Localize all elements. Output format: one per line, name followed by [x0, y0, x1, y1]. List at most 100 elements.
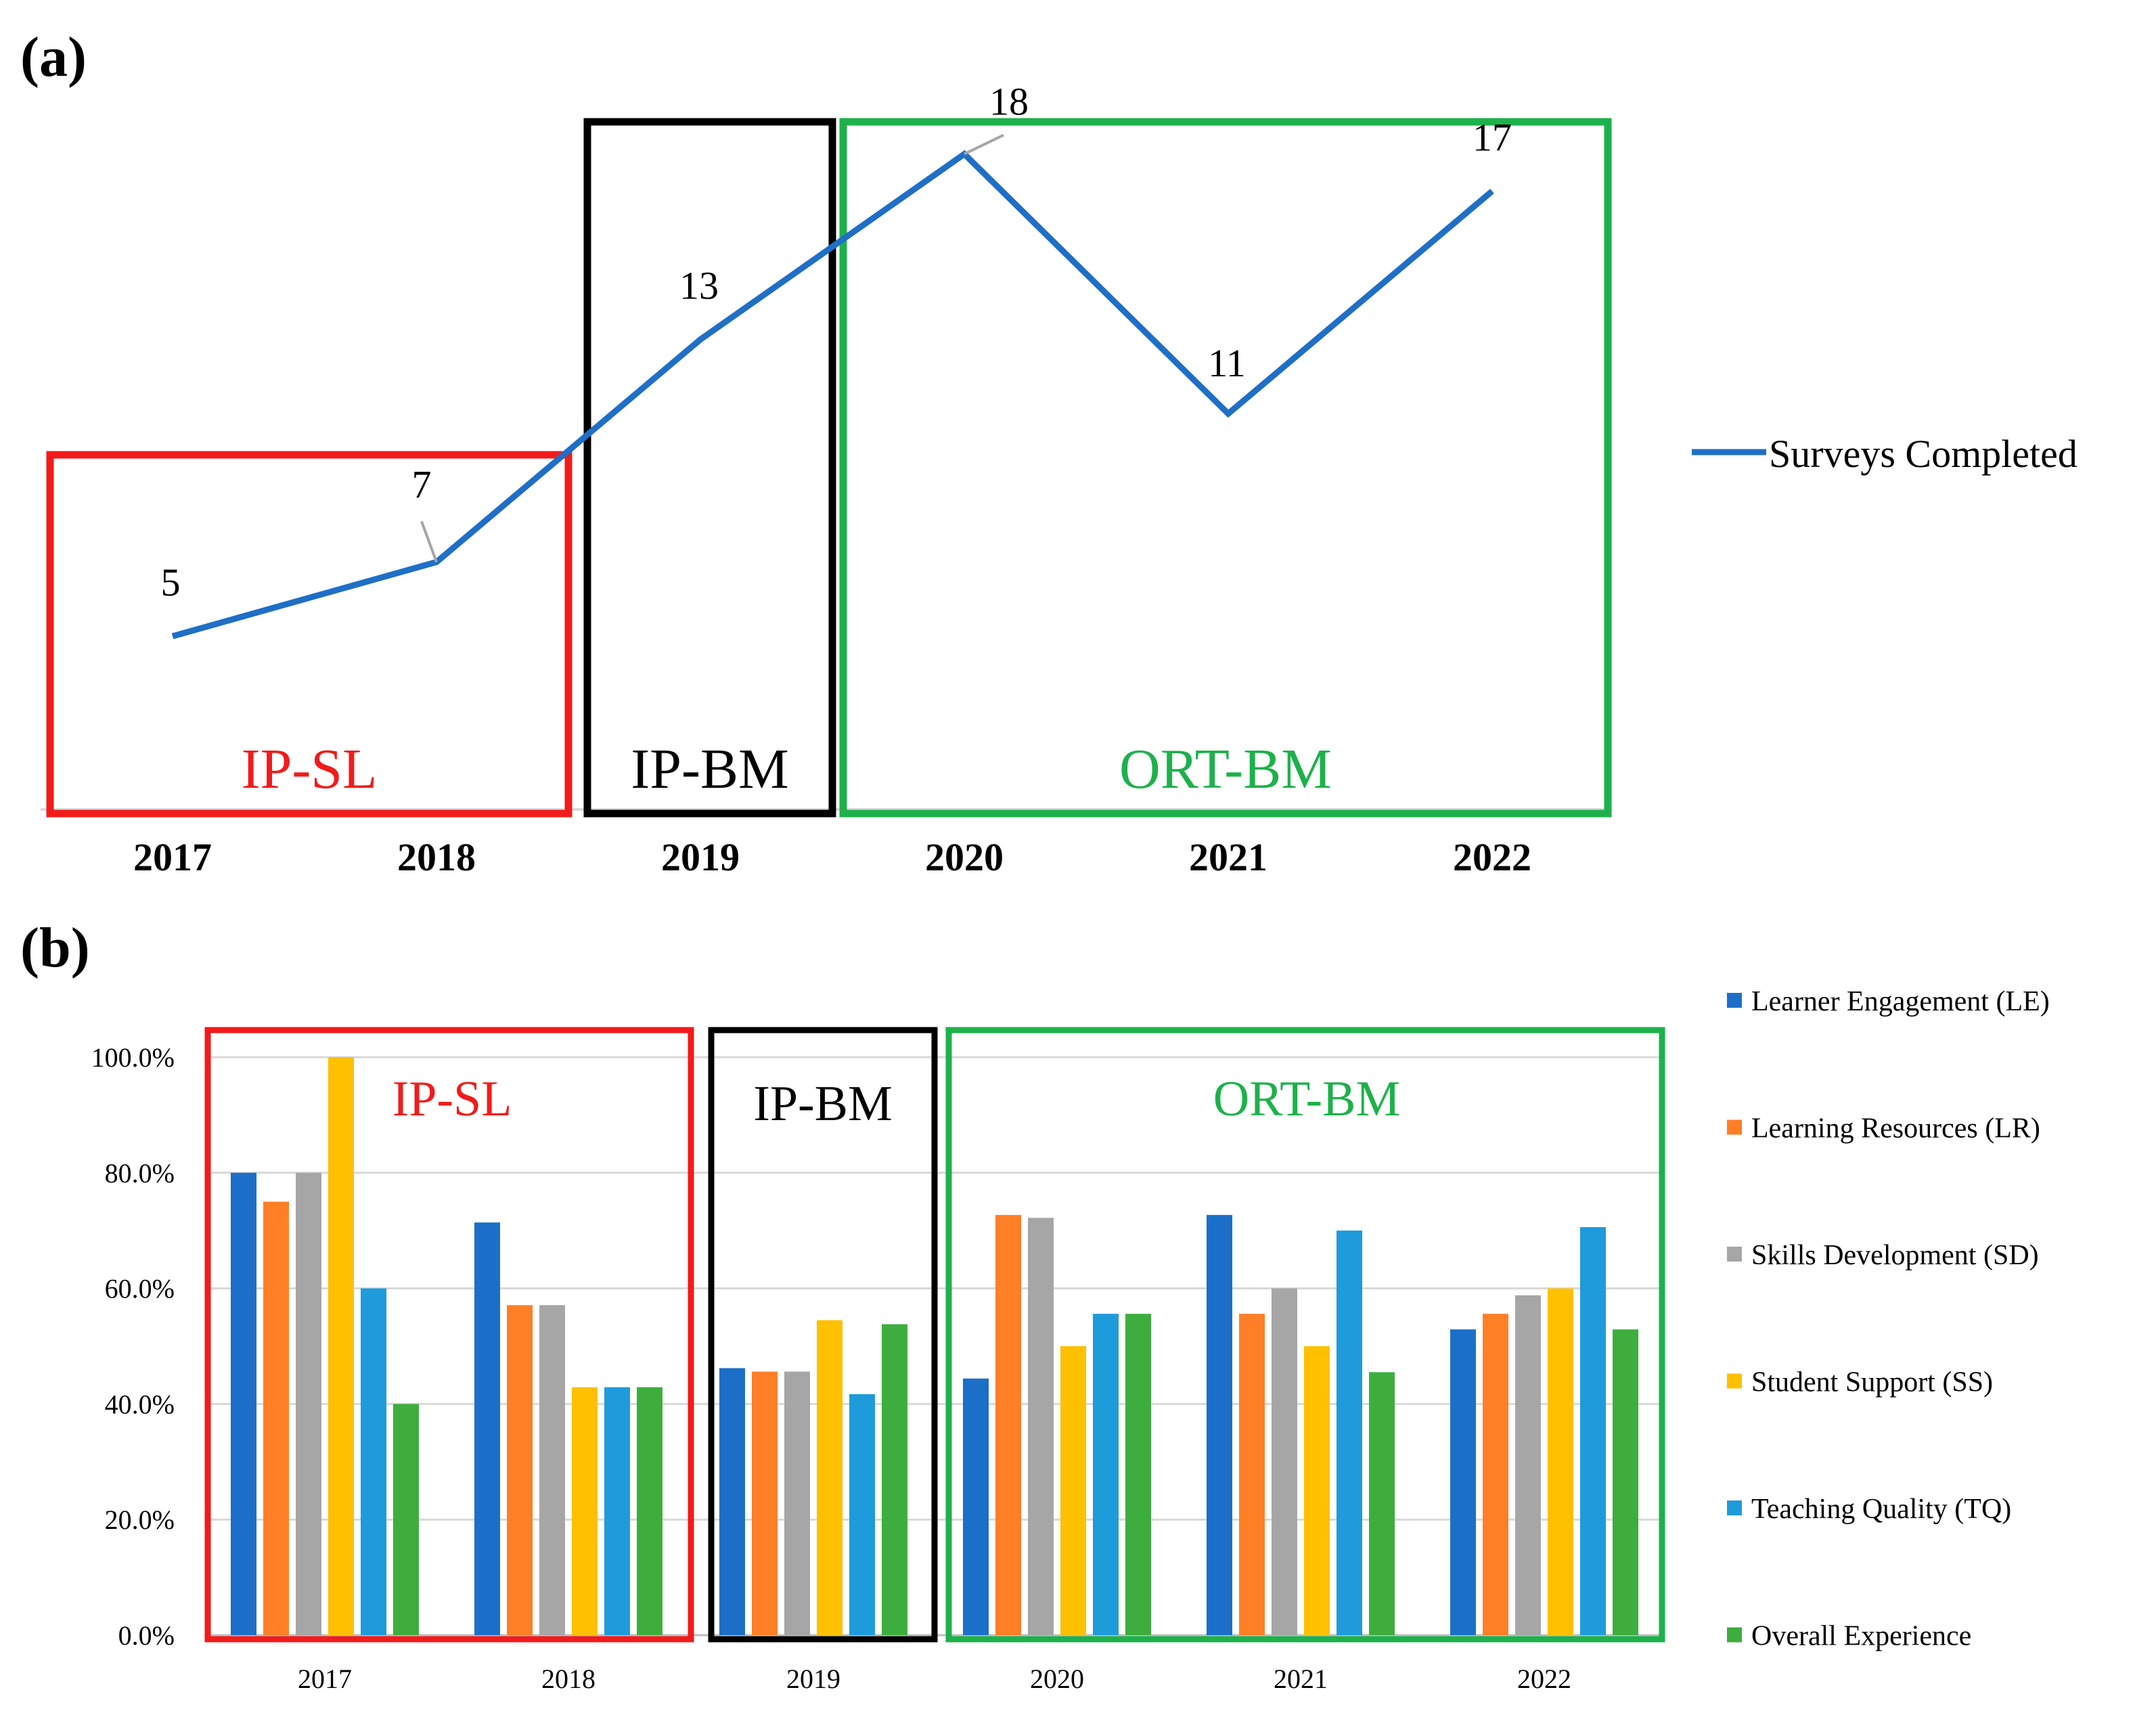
bar-2020-student-support-ss — [1060, 1346, 1086, 1635]
bar-2021-student-support-ss — [1304, 1346, 1330, 1635]
legend-overall-experience: Overall Experience — [1751, 1621, 1971, 1652]
bar-2019-skills-development-sd — [784, 1371, 810, 1635]
line-group-box-ip-sl — [46, 451, 572, 818]
legend-teaching-quality-tq: Teaching Quality (TQ) — [1751, 1494, 2011, 1525]
bar-2022-learner-engagement-le — [1450, 1329, 1476, 1635]
bar-2021-learner-engagement-le — [1207, 1215, 1232, 1635]
line-chart-legend: Surveys Completed — [1692, 432, 2078, 476]
line-x-tick-2017: 2017 — [133, 835, 212, 879]
bar-2017-skills-development-sd — [296, 1172, 321, 1635]
bar-2019-learning-resources-lr — [752, 1371, 778, 1635]
line-group-label-ip-bm: IP-BM — [631, 738, 788, 801]
line-x-tick-2021: 2021 — [1189, 835, 1267, 879]
bar-2018-learner-engagement-le — [474, 1222, 500, 1635]
bar-x-tick-2018: 2018 — [541, 1664, 596, 1694]
bar-chart-group-boxes: IP-SL IP-BM ORT-BM — [204, 1027, 1665, 1643]
line-chart-group-boxes: IP-SL IP-BM ORT-BM — [46, 118, 1612, 818]
bar-2018-student-support-ss — [572, 1387, 598, 1635]
y-tick-1: 20.0% — [105, 1505, 175, 1535]
bar-2019-learner-engagement-le — [719, 1368, 745, 1635]
line-chart-x-ticks: 2017 2018 2019 2020 2021 2022 — [133, 835, 1531, 879]
bar-group-box-ip-sl — [204, 1027, 694, 1643]
bar-2020-teaching-quality-tq — [1093, 1314, 1119, 1635]
bar-2018-teaching-quality-tq — [604, 1387, 630, 1635]
line-group-label-ip-sl: IP-SL — [242, 738, 378, 801]
surveys-completed-line — [171, 150, 1494, 640]
legend-student-support-ss: Student Support (SS) — [1751, 1367, 1993, 1398]
bar-2017-learner-engagement-le — [231, 1172, 256, 1635]
bar-2018-skills-development-sd — [539, 1305, 565, 1635]
y-tick-3: 60.0% — [105, 1274, 175, 1304]
bar-2019-teaching-quality-tq — [849, 1394, 875, 1635]
legend-swatch-student-support-ss — [1727, 1373, 1742, 1389]
legend-swatch-learning-resources-lr — [1727, 1119, 1742, 1135]
bar-group-box-ort-bm — [945, 1027, 1665, 1643]
bar-2017-teaching-quality-tq — [361, 1288, 386, 1635]
bar-group-label-ip-bm: IP-BM — [753, 1076, 893, 1132]
bar-2021-learning-resources-lr — [1239, 1314, 1265, 1635]
bar-2019-overall-experience — [882, 1324, 907, 1635]
y-tick-4: 80.0% — [105, 1158, 175, 1188]
data-label-leader-2018 — [420, 520, 438, 563]
legend-skills-development-sd: Skills Development (SD) — [1751, 1240, 2039, 1271]
bar-2022-skills-development-sd — [1515, 1295, 1541, 1635]
line-x-tick-2020: 2020 — [925, 835, 1004, 879]
bar-2020-skills-development-sd — [1028, 1218, 1054, 1635]
legend-learner-engagement-le: Learner Engagement (LE) — [1751, 986, 2050, 1017]
line-data-label-2020: 18 — [989, 80, 1029, 124]
bar-chart-bars — [231, 1057, 1638, 1635]
data-label-leader-2020 — [964, 133, 1004, 156]
bar-2021-overall-experience — [1369, 1372, 1395, 1635]
bar-group-box-ip-bm — [708, 1027, 938, 1643]
line-group-box-ip-bm — [583, 118, 836, 818]
bar-2022-learning-resources-lr — [1483, 1314, 1508, 1635]
bar-x-tick-2021: 2021 — [1274, 1664, 1328, 1694]
line-x-tick-2019: 2019 — [661, 835, 740, 879]
line-chart-data-labels: 5 7 13 18 11 17 — [161, 80, 1512, 604]
bar-2020-learning-resources-lr — [995, 1215, 1021, 1635]
bar-2020-learner-engagement-le — [963, 1378, 989, 1635]
bar-x-tick-2017: 2017 — [298, 1664, 352, 1694]
bar-chart-y-ticks: 0.0% 20.0% 40.0% 60.0% 80.0% 100.0% — [91, 1042, 175, 1651]
bar-2018-overall-experience — [637, 1387, 662, 1635]
line-data-label-2022: 17 — [1473, 115, 1512, 159]
bar-chart-x-ticks: 2017 2018 2019 2020 2021 2022 — [298, 1664, 1571, 1694]
surveys-line-chart: IP-SL IP-BM ORT-BM 5 7 13 18 11 17 2017 2018 2019… — [41, 80, 2078, 879]
bar-x-tick-2019: 2019 — [786, 1664, 840, 1694]
panel-a-label: (a) — [20, 26, 87, 89]
line-data-label-2021: 11 — [1208, 341, 1246, 385]
bar-group-label-ort-bm: ORT-BM — [1213, 1071, 1401, 1127]
line-group-box-ort-bm — [839, 118, 1612, 818]
bar-2021-skills-development-sd — [1272, 1288, 1297, 1635]
legend-swatch-learner-engagement-le — [1727, 993, 1742, 1008]
y-tick-0: 0.0% — [118, 1620, 175, 1651]
line-data-label-2019: 13 — [679, 264, 719, 308]
line-data-label-2018: 7 — [412, 462, 432, 506]
line-data-label-2017: 5 — [161, 560, 181, 604]
bar-2020-overall-experience — [1125, 1314, 1151, 1635]
bar-x-tick-2022: 2022 — [1517, 1664, 1571, 1694]
bar-2017-student-support-ss — [328, 1057, 354, 1635]
panel-b-label: (b) — [20, 916, 90, 979]
bar-x-tick-2020: 2020 — [1030, 1664, 1084, 1694]
line-x-tick-2022: 2022 — [1453, 835, 1531, 879]
line-x-tick-2018: 2018 — [397, 835, 476, 879]
bar-2022-teaching-quality-tq — [1580, 1227, 1606, 1635]
bar-2018-learning-resources-lr — [507, 1305, 533, 1635]
y-tick-2: 40.0% — [105, 1389, 175, 1419]
y-tick-5: 100.0% — [91, 1042, 175, 1073]
bar-chart-legend: Learner Engagement (LE) Learning Resource… — [1727, 986, 2050, 1652]
bar-2022-overall-experience — [1613, 1329, 1638, 1635]
bar-2022-student-support-ss — [1548, 1288, 1573, 1635]
legend-surveys-completed: Surveys Completed — [1769, 432, 2078, 476]
bar-2021-teaching-quality-tq — [1337, 1230, 1362, 1635]
line-group-label-ort-bm: ORT-BM — [1119, 738, 1332, 801]
bar-2017-overall-experience — [393, 1404, 419, 1635]
bar-2019-student-support-ss — [817, 1320, 843, 1635]
legend-swatch-teaching-quality-tq — [1727, 1500, 1742, 1515]
legend-learning-resources-lr: Learning Resources (LR) — [1751, 1113, 2040, 1144]
legend-swatch-skills-development-sd — [1727, 1247, 1742, 1262]
bar-2017-learning-resources-lr — [263, 1201, 289, 1635]
bar-group-label-ip-sl: IP-SL — [392, 1071, 512, 1127]
